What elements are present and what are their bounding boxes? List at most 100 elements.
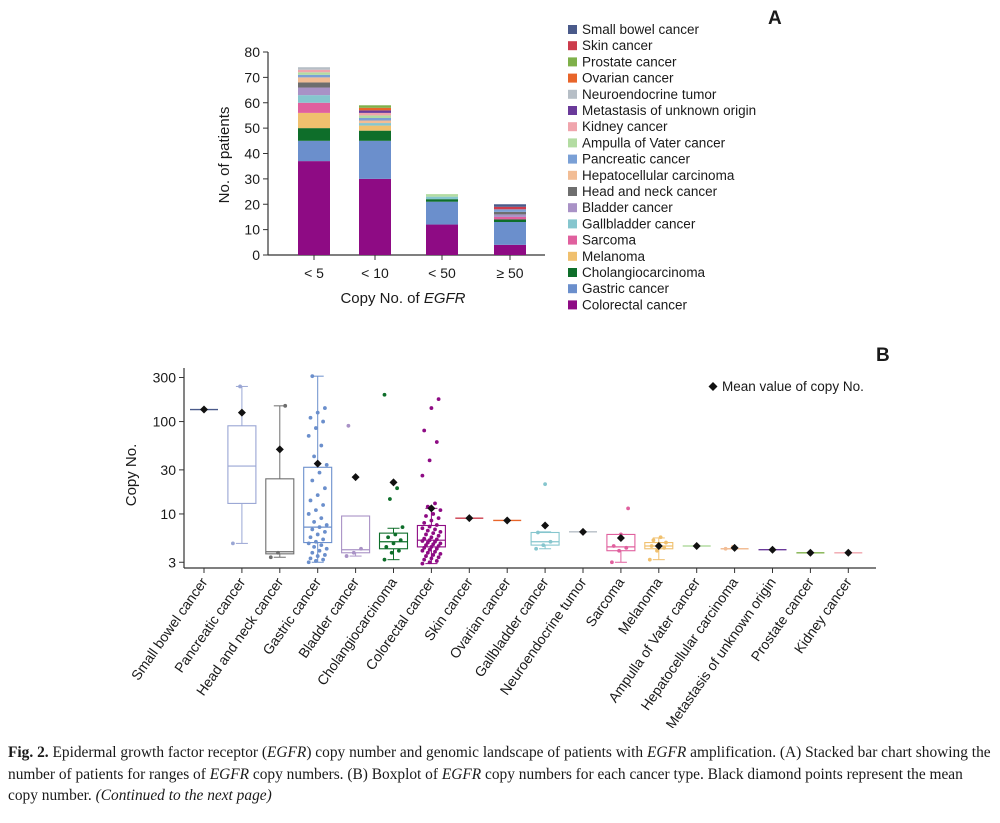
bar-segment-sarcoma-1 — [298, 102, 330, 113]
data-point-melanoma — [662, 545, 667, 550]
caption-gene-1: EGFR — [267, 744, 307, 761]
legend-label-hepatocellular-carcinoma: Hepatocellular carcinoma — [582, 168, 735, 183]
data-point-gastric-cancer — [312, 454, 316, 459]
legend-label-prostate-cancer: Prostate cancer — [582, 54, 677, 69]
data-point-gastric-cancer — [306, 433, 311, 438]
bar-segment-gallbladder-cancer-1 — [298, 95, 330, 103]
caption-text-1: Epidermal growth factor receptor ( — [48, 744, 267, 761]
data-point-gallbladder-cancer — [548, 539, 553, 544]
bar-segment-head-and-neck-cancer-4 — [494, 211, 526, 215]
data-point-colorectal-cancer — [427, 538, 432, 543]
data-point-cholangiocarcinoma — [391, 541, 396, 546]
data-point-colorectal-cancer — [429, 556, 434, 561]
data-point-gastric-cancer — [312, 520, 316, 524]
data-point-colorectal-cancer — [420, 548, 425, 553]
data-point-gastric-cancer — [324, 462, 329, 467]
mean-diamond-icon-metastasis-of-unknown-origin — [768, 545, 777, 554]
chart-a-y-tick-label: 50 — [244, 120, 260, 136]
legend-label-skin-cancer: Skin cancer — [582, 38, 653, 53]
data-point-gastric-cancer — [321, 419, 325, 424]
data-point-gastric-cancer — [319, 543, 324, 548]
data-point-gastric-cancer — [319, 443, 324, 448]
chart-b-x-tick-label-colorectal-cancer: Colorectal cancer — [362, 574, 438, 673]
data-point-gastric-cancer — [308, 415, 313, 420]
data-point-gastric-cancer — [308, 498, 313, 503]
caption-text-3: amplification. (A) Stacked bar chart sho… — [8, 744, 991, 783]
data-point-gastric-cancer — [310, 374, 315, 379]
box-gastric-cancer — [303, 466, 333, 544]
bar-segment-bladder-cancer-1 — [298, 87, 330, 96]
data-point-colorectal-cancer — [422, 521, 427, 525]
mean-diamond-icon-gallbladder-cancer — [541, 521, 550, 530]
data-point-colorectal-cancer — [434, 546, 439, 551]
data-point-melanoma — [647, 557, 652, 562]
box-bladder-cancer — [341, 515, 371, 554]
legend-swatch-ampulla-of-vater-cancer — [568, 138, 577, 148]
bar-segment-cholangiocarcinoma-3 — [426, 199, 458, 202]
data-point-colorectal-cancer — [420, 473, 425, 478]
panel-label-b: B — [876, 345, 890, 366]
box-gallbladder-cancer — [530, 531, 560, 546]
legend-swatch-cholangiocarcinoma — [568, 268, 577, 277]
data-point-sarcoma — [610, 560, 614, 565]
bar-segment-gallbladder-cancer-3 — [426, 196, 458, 200]
bar-segment-ampulla-of-vater-cancer-2 — [359, 115, 391, 118]
data-point-gastric-cancer — [315, 493, 320, 497]
data-point-gastric-cancer — [319, 516, 324, 521]
data-point-head-and-neck-cancer — [283, 403, 288, 408]
data-point-gastric-cancer — [317, 525, 322, 530]
chart-a-y-ticks: 0 10 20 30 40 50 60 70 80 — [244, 44, 268, 263]
legend-swatch-hepatocellular-carcinoma — [568, 170, 577, 180]
data-point-gastric-cancer — [310, 527, 315, 532]
data-point-bladder-cancer — [359, 546, 363, 551]
chart-a-y-tick-label: 70 — [244, 69, 260, 85]
data-point-cholangiocarcinoma — [389, 550, 394, 555]
chart-a-x-tick-label: < 10 — [361, 265, 389, 281]
data-point-cholangiocarcinoma — [384, 544, 389, 549]
legend-label-sarcoma: Sarcoma — [582, 233, 637, 248]
bar-segment-gastric-cancer-3 — [426, 201, 458, 225]
bar-segment-hepatocellular-carcinoma-1 — [298, 77, 330, 83]
data-point-gastric-cancer — [310, 478, 315, 483]
data-point-gastric-cancer — [321, 557, 325, 562]
chart-b-y-axis-label: Copy No. — [123, 444, 140, 507]
data-point-colorectal-cancer — [434, 559, 439, 563]
panel-label-a: A — [768, 8, 782, 29]
bar-segment-melanoma-2 — [359, 125, 391, 131]
mean-diamond-icon-melanoma — [654, 541, 663, 550]
data-point-pancreatic-cancer — [238, 384, 243, 389]
chart-b-y-tick-label: 300 — [153, 369, 177, 385]
bar-segment-sarcoma-4 — [494, 216, 526, 220]
data-point-colorectal-cancer — [434, 537, 439, 542]
bar-segment-bladder-cancer-4 — [494, 214, 526, 217]
data-point-colorectal-cancer — [431, 531, 436, 536]
legend-swatch-small-bowel-cancer — [568, 25, 577, 34]
data-point-cholangiocarcinoma — [393, 532, 398, 537]
box-plot-chart-b: B Copy No. Mean value of copy No. 3 10 30 1… — [123, 345, 890, 728]
data-point-gastric-cancer — [306, 512, 311, 516]
chart-a-y-tick-label: 10 — [244, 222, 260, 238]
bar-segment-skin-cancer-4 — [494, 206, 526, 210]
legend-label-colorectal-cancer: Colorectal cancer — [582, 297, 688, 312]
data-point-bladder-cancer — [346, 423, 351, 428]
data-point-colorectal-cancer — [434, 523, 439, 527]
box-cholangiocarcinoma — [378, 532, 409, 550]
bar-segment-neuroendocrine-tumor-1 — [298, 67, 330, 70]
data-point-gastric-cancer — [315, 410, 320, 415]
data-point-gastric-cancer — [308, 556, 313, 561]
chart-a-y-tick-label: 0 — [252, 247, 260, 263]
legend-swatch-metastasis-of-unknown-origin — [568, 106, 577, 115]
legend-swatch-gastric-cancer — [568, 284, 577, 294]
data-point-cholangiocarcinoma — [398, 538, 403, 543]
data-point-bladder-cancer — [344, 554, 349, 558]
legend-swatch-head-and-neck-cancer — [568, 187, 577, 196]
data-point-colorectal-cancer — [424, 514, 428, 518]
data-point-colorectal-cancer — [429, 518, 434, 523]
bar-segment-gastric-cancer-4 — [494, 222, 526, 245]
data-point-gastric-cancer — [314, 508, 318, 513]
legend-label-bladder-cancer: Bladder cancer — [582, 200, 673, 215]
data-point-gastric-cancer — [306, 560, 311, 565]
data-point-gastric-cancer — [314, 559, 318, 563]
data-point-colorectal-cancer — [438, 551, 443, 556]
data-point-hepatocellular-carcinoma — [723, 546, 728, 551]
